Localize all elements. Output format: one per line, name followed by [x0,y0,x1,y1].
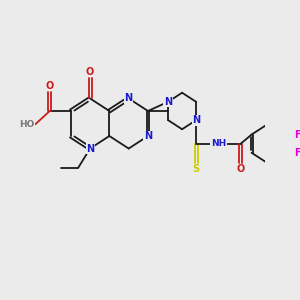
Text: O: O [86,67,94,77]
Text: N: N [124,94,133,103]
Text: NH: NH [211,139,226,148]
Text: N: N [86,143,94,154]
Text: N: N [144,131,152,141]
Text: S: S [193,164,200,174]
Text: F: F [294,130,300,140]
Text: HO: HO [19,120,34,129]
Text: F: F [294,148,300,158]
Text: N: N [164,97,172,107]
Text: O: O [237,164,245,174]
Text: O: O [46,81,54,91]
Text: N: N [192,115,200,125]
